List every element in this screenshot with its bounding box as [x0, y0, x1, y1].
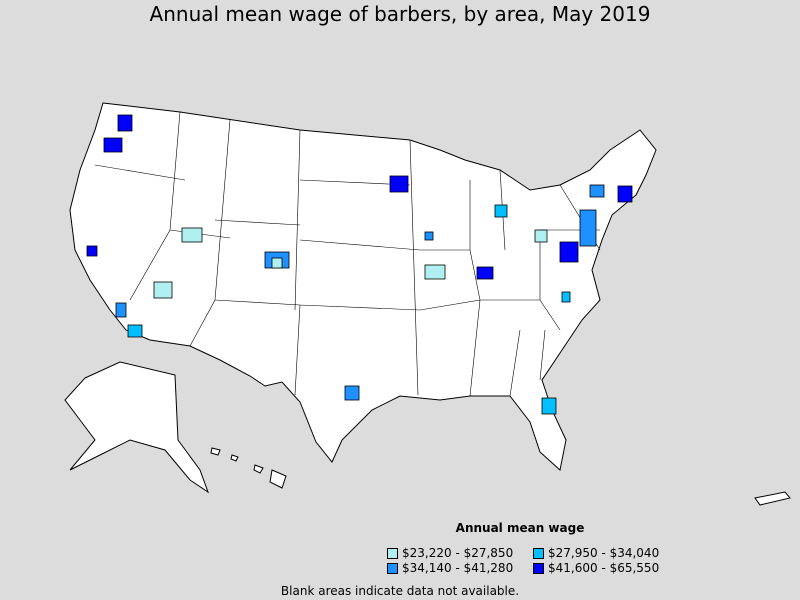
legend-item: $27,950 - $34,040: [533, 546, 659, 560]
puerto-rico: [754, 491, 791, 506]
hawaii: [210, 447, 287, 489]
legend-label: $34,140 - $41,280: [402, 561, 514, 575]
legend-item: $34,140 - $41,280: [387, 561, 513, 575]
legend-label: $23,220 - $27,850: [402, 546, 514, 560]
legend-label: $41,600 - $65,550: [548, 561, 660, 575]
legend-swatch: [533, 562, 544, 574]
legend-item: $23,220 - $27,850: [387, 546, 513, 560]
lower-48-states: [69, 102, 657, 471]
alaska: [64, 361, 209, 494]
legend-title: Annual mean wage: [455, 521, 585, 535]
legend-swatch: [387, 562, 398, 574]
map-title: Annual mean wage of barbers, by area, Ma…: [149, 2, 651, 26]
legend-label: $27,950 - $34,040: [548, 546, 660, 560]
legend-swatch: [533, 547, 544, 559]
footnote: Blank areas indicate data not available.: [280, 584, 520, 598]
legend-item: $41,600 - $65,550: [533, 561, 659, 575]
wage-areas: [86, 114, 633, 415]
legend-swatch: [387, 547, 398, 559]
